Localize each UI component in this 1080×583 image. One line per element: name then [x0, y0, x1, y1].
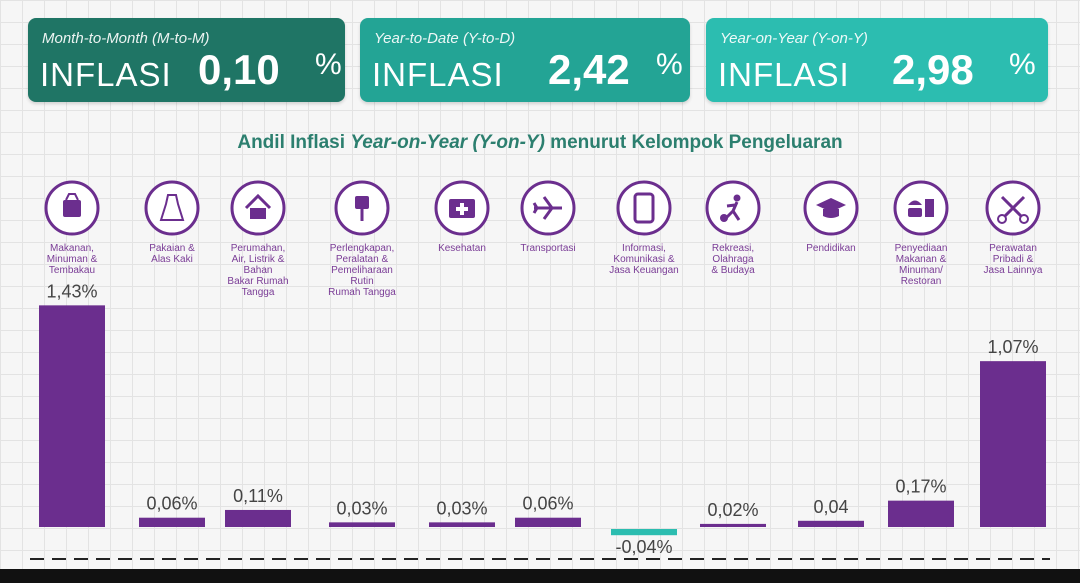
- house-icon: [230, 180, 286, 236]
- chart-title-part-c: menurut Kelompok Pengeluaran: [544, 132, 843, 153]
- bar: [798, 520, 864, 527]
- soccer-player-icon: [705, 180, 761, 236]
- category-label: Kesehatan: [438, 243, 486, 254]
- mtm-unit: %: [315, 48, 342, 81]
- airplane-icon: [520, 180, 576, 236]
- bar: [980, 361, 1046, 527]
- category-label-line: Informasi,: [622, 243, 666, 254]
- value-label: 0,11%: [233, 486, 283, 506]
- ytd-subtitle: Year-to-Date (Y-to-D): [374, 30, 516, 47]
- category-label-line: Tembakau: [49, 265, 95, 276]
- category-label: Perumahan, Air, Listrik & Bahan Bakar Rumah…: [227, 243, 288, 298]
- mtm-inflation-card: Month-to-Month (M-to-M) INFLASI 0,10 %: [28, 18, 345, 102]
- category-label-line: Perawatan: [989, 243, 1037, 254]
- category-label-line: Makanan,: [50, 243, 94, 254]
- ytd-label: INFLASI: [372, 56, 504, 93]
- category-label-line: Alas Kaki: [151, 254, 193, 265]
- value-label: 0,03%: [336, 498, 387, 518]
- bar: [139, 517, 205, 527]
- value-label: 0,06%: [522, 494, 573, 514]
- category-label-line: Air, Listrik &: [232, 254, 285, 265]
- bar: [225, 509, 291, 527]
- smartphone-icon: [616, 180, 672, 236]
- category-label-line: Minuman/: [899, 265, 943, 276]
- category-label-line: Perlengkapan,: [330, 243, 395, 254]
- category-label-line: Restoran: [901, 276, 942, 287]
- category-label-line: Penyediaan: [895, 243, 948, 254]
- category-label-line: Kesehatan: [438, 243, 486, 254]
- category-label-line: Makanan &: [896, 254, 947, 265]
- value-label: 0,17%: [895, 477, 946, 497]
- category-label-line: Transportasi: [520, 243, 575, 254]
- yoy-subtitle: Year-on-Year (Y-on-Y): [720, 30, 868, 47]
- category-label: Rekreasi, Olahraga & Budaya: [711, 243, 755, 276]
- mtm-label: INFLASI: [40, 56, 172, 93]
- category-label-line: & Budaya: [711, 265, 755, 276]
- category-label-line: Minuman &: [47, 254, 98, 265]
- fast-food-icon: [893, 180, 949, 236]
- category-label: Transportasi: [520, 243, 575, 254]
- category-label-line: Bakar Rumah: [227, 276, 288, 287]
- category-label-line: Rumah Tangga: [328, 287, 396, 298]
- value-label: 0,04: [813, 497, 848, 517]
- value-label: 1,07%: [987, 337, 1038, 357]
- bar: [429, 522, 495, 527]
- category-label-line: Perumahan,: [231, 243, 285, 254]
- graduation-cap-icon: [803, 180, 859, 236]
- category-label: Informasi, Komunikasi & Jasa Keuangan: [609, 243, 679, 276]
- category-label-line: Tangga: [242, 287, 275, 298]
- chart-title-part-a: Andil Inflasi: [237, 132, 351, 153]
- ytd-unit: %: [656, 48, 683, 81]
- ytd-inflation-card: Year-to-Date (Y-to-D) INFLASI 2,42 %: [360, 18, 690, 102]
- category-label-line: Pendidikan: [806, 243, 855, 254]
- bar: [515, 517, 581, 527]
- category-label-line: Olahraga: [712, 254, 754, 265]
- plug-icon: [334, 180, 390, 236]
- yoy-unit: %: [1009, 48, 1036, 81]
- category-label-line: Pakaian &: [149, 243, 195, 254]
- category-label-line: Pemeliharaan: [331, 265, 393, 276]
- bar: [611, 529, 677, 536]
- yoy-value: 2,98: [892, 46, 974, 93]
- yoy-label: INFLASI: [718, 56, 850, 93]
- chart-title-part-b: Year-on-Year (Y-on-Y): [350, 132, 545, 153]
- category-label-line: Rutin: [350, 276, 373, 287]
- category-label: Perawatan Pribadi & Jasa Lainnya: [984, 243, 1043, 276]
- value-label: 0,02%: [707, 500, 758, 520]
- value-label: -0,04%: [615, 537, 672, 557]
- category-label: Perlengkapan, Peralatan & Pemeliharaan Ruti…: [328, 243, 396, 298]
- bottom-strip: [0, 569, 1080, 583]
- medical-kit-icon: [434, 180, 490, 236]
- bar: [700, 523, 766, 527]
- value-label: 0,03%: [436, 498, 487, 518]
- category-label: Penyediaan Makanan & Minuman/Restoran: [895, 243, 948, 287]
- category-label: Makanan, Minuman & Tembakau: [47, 243, 98, 276]
- value-label: 1,43%: [46, 281, 97, 301]
- bar: [39, 305, 105, 527]
- dress-icon: [144, 180, 200, 236]
- mtm-subtitle: Month-to-Month (M-to-M): [42, 30, 210, 47]
- ytd-value: 2,42: [548, 46, 630, 93]
- category-label-line: Rekreasi,: [712, 243, 754, 254]
- category-label: Pendidikan: [806, 243, 855, 254]
- category-label-line: Peralatan &: [336, 254, 389, 265]
- category-label-line: Jasa Keuangan: [609, 265, 679, 276]
- category-label: Pakaian & Alas Kaki: [149, 243, 195, 265]
- category-label-line: Komunikasi &: [613, 254, 674, 265]
- grocery-bag-icon: [44, 180, 100, 236]
- category-label-line: Pribadi &: [993, 254, 1034, 265]
- bar: [329, 522, 395, 527]
- category-label-line: Bahan: [244, 265, 273, 276]
- category-label-line: Jasa Lainnya: [984, 265, 1043, 276]
- chart-title: Andil Inflasi Year-on-Year (Y-on-Y) menu…: [0, 132, 1080, 154]
- value-label: 0,06%: [146, 494, 197, 514]
- scissors-comb-icon: [985, 180, 1041, 236]
- bar: [888, 500, 954, 527]
- mtm-value: 0,10: [198, 46, 280, 93]
- yoy-inflation-card: Year-on-Year (Y-on-Y) INFLASI 2,98 %: [706, 18, 1048, 102]
